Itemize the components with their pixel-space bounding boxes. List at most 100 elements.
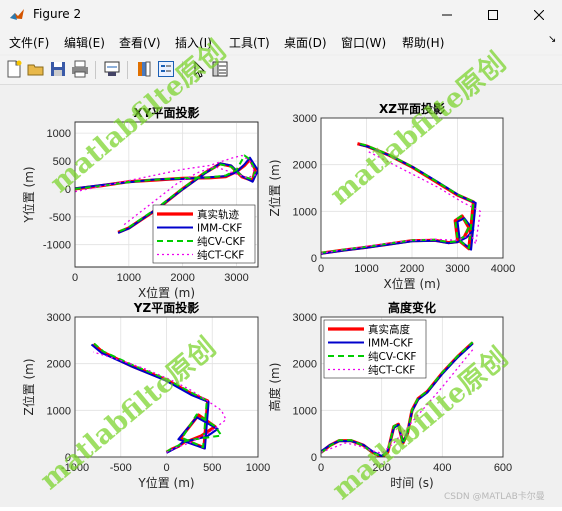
- x-tick-label: 1000: [246, 462, 270, 474]
- y-axis-label: 高度 (m): [267, 363, 282, 412]
- x-tick-label: 1000: [354, 263, 378, 275]
- x-axis-label: 时间 (s): [390, 476, 433, 490]
- toolbar: [0, 56, 562, 85]
- x-tick-label: 0: [163, 462, 169, 474]
- x-tick-label: 3000: [445, 263, 469, 275]
- chart-title: YZ平面投影: [133, 300, 199, 315]
- matlab-icon: [10, 9, 24, 20]
- x-axis-label: X位置 (m): [383, 276, 440, 291]
- y-tick-label: 2000: [293, 359, 317, 371]
- csdn-credit: CSDN @MATLAB卡尔曼: [444, 492, 545, 502]
- y-axis-label: Y位置 (m): [21, 166, 36, 223]
- y-tick-label: 1000: [47, 405, 71, 417]
- series-line-3: [75, 154, 257, 233]
- open-file-icon[interactable]: [26, 59, 46, 79]
- y-tick-label: 0: [65, 452, 71, 464]
- minimize-button[interactable]: [424, 0, 470, 30]
- chart-2: 0 1000 2000 3000 4000 0 1000 2000 3000 XZ平面投影 X位置 …: [267, 101, 515, 291]
- pointer-icon[interactable]: [189, 59, 209, 79]
- link-plot-icon[interactable]: [102, 59, 122, 79]
- menu-tools[interactable]: 工具(T): [229, 36, 270, 50]
- toolbar-separator: [182, 61, 183, 79]
- x-tick-label: 400: [433, 462, 451, 474]
- x-tick-label: -500: [110, 462, 132, 474]
- figure-area: 0 1000 2000 3000 -1000 -500 0 500 1000 XY平面投影 X位置 …: [0, 85, 562, 507]
- x-tick-label: 0: [318, 263, 324, 275]
- y-axis-label: Z位置 (m): [21, 358, 36, 415]
- x-tick-label: 600: [494, 462, 512, 474]
- y-tick-label: 0: [65, 184, 71, 196]
- maximize-button[interactable]: [470, 0, 516, 30]
- menu-view[interactable]: 查看(V): [119, 36, 161, 50]
- series-line-4: [321, 150, 481, 254]
- menu-window[interactable]: 窗口(W): [341, 36, 387, 50]
- close-icon: [534, 10, 544, 20]
- colorbar-icon[interactable]: [134, 59, 154, 79]
- chart-title: XZ平面投影: [379, 101, 445, 116]
- chart-1: 0 1000 2000 3000 -1000 -500 0 500 1000 XY平面投影 X位置 …: [21, 105, 259, 300]
- window-title: Figure 2: [33, 7, 82, 21]
- x-tick-label: 2000: [170, 272, 194, 284]
- maximize-icon: [488, 10, 498, 20]
- y-tick-label: 1000: [293, 405, 317, 417]
- menu-insert[interactable]: 插入(I): [175, 36, 212, 50]
- menu-bar: 文件(F) 编辑(E) 查看(V) 插入(I) 工具(T) 桌面(D) 窗口(W…: [0, 30, 562, 54]
- chart-title: XY平面投影: [134, 105, 200, 120]
- y-tick-label: -1000: [43, 240, 71, 252]
- x-tick-label: 500: [203, 462, 221, 474]
- y-tick-label: 3000: [47, 312, 71, 324]
- y-tick-label: 2000: [293, 160, 317, 172]
- series-line-3: [93, 342, 223, 453]
- new-figure-icon[interactable]: [4, 59, 24, 79]
- y-tick-label: 2000: [47, 359, 71, 371]
- x-tick-label: 0: [72, 272, 78, 284]
- legend-label: 真实高度: [368, 323, 410, 336]
- y-tick-label: 3000: [293, 312, 317, 324]
- menu-desktop[interactable]: 桌面(D): [284, 36, 327, 50]
- legend-label: 纯CT-CKF: [197, 249, 244, 262]
- axes-border: [320, 316, 504, 458]
- plot-canvas: 0 1000 2000 3000-1000-50005001000XY平面投影X位置 …: [21, 101, 515, 490]
- y-tick-label: 0: [311, 253, 317, 265]
- y-tick-label: -500: [49, 212, 71, 224]
- x-tick-label: 0: [318, 462, 324, 474]
- y-tick-label: 1000: [293, 206, 317, 218]
- x-tick-label: -1000: [61, 462, 89, 474]
- series-line-4: [321, 349, 474, 454]
- property-editor-icon[interactable]: [210, 59, 230, 79]
- legend-icon[interactable]: [156, 59, 176, 79]
- legend-label: 真实轨迹: [197, 208, 239, 221]
- x-tick-label: 200: [372, 462, 390, 474]
- x-tick-label: 1000: [117, 272, 141, 284]
- legend-label: IMM-CKF: [197, 223, 242, 235]
- print-icon[interactable]: [70, 59, 90, 79]
- menu-help[interactable]: 帮助(H): [402, 36, 445, 50]
- series-line-3: [321, 142, 475, 254]
- toolbar-separator: [127, 61, 128, 79]
- toolbar-separator: [95, 61, 96, 79]
- legend-label: 纯CV-CKF: [197, 235, 245, 248]
- menu-edit[interactable]: 编辑(E): [64, 36, 105, 50]
- menu-file[interactable]: 文件(F): [9, 36, 50, 50]
- legend-label: 纯CT-CKF: [368, 364, 415, 377]
- legend-label: IMM-CKF: [368, 338, 413, 350]
- x-axis-label: X位置 (m): [138, 285, 195, 300]
- menu-dock-arrow-icon[interactable]: ↘: [548, 34, 557, 45]
- axes-border: [74, 121, 259, 268]
- y-tick-label: 500: [53, 156, 71, 168]
- series-line-3: [321, 341, 474, 457]
- axes-border: [74, 316, 259, 458]
- x-tick-label: 2000: [400, 263, 424, 275]
- minimize-icon: [442, 14, 452, 16]
- x-tick-label: 3000: [224, 272, 248, 284]
- save-icon[interactable]: [48, 59, 68, 79]
- series-line-2: [321, 143, 477, 255]
- title-bar: Figure 2: [0, 0, 562, 30]
- x-axis-label: Y位置 (m): [137, 475, 194, 490]
- close-button[interactable]: [516, 0, 562, 30]
- axes-border: [320, 117, 504, 259]
